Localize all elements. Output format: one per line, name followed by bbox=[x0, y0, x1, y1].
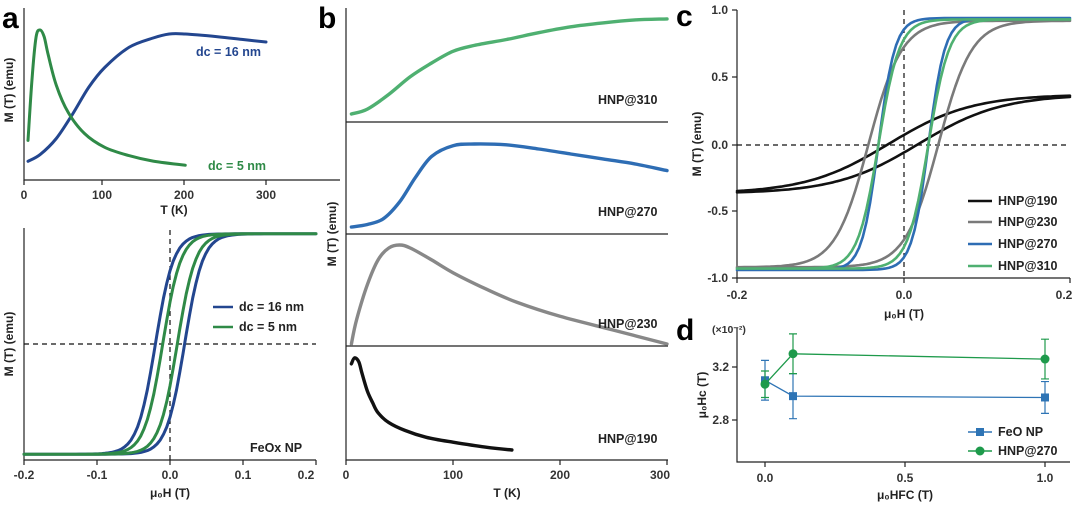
b-xtick-label: 100 bbox=[443, 468, 463, 482]
c-ytick-label: 1.0 bbox=[711, 3, 728, 17]
d-data-point bbox=[789, 392, 797, 401]
a-bot-xlabel: μ₀H (T) bbox=[150, 486, 190, 500]
b-label-hnp190: HNP@190 bbox=[598, 432, 657, 446]
c-ytick-label: 0.0 bbox=[711, 138, 728, 152]
c-legend-hnp230: HNP@230 bbox=[998, 215, 1057, 229]
panel-a-letter: a bbox=[2, 2, 19, 35]
d-legend-marker-hnp bbox=[975, 446, 985, 456]
a-top-ylabel: M (T) (emu) bbox=[2, 58, 16, 123]
a-bot-xtick-label: 0.1 bbox=[235, 468, 252, 482]
series-line-b-hnp310 bbox=[349, 17, 669, 116]
d-xtick-label: 1.0 bbox=[1037, 471, 1054, 485]
b-label-hnp310: HNP@310 bbox=[598, 93, 657, 107]
panel-b: 0 100 200 300 T (K) M (T) (emu) HNP@310 … bbox=[325, 8, 670, 500]
a-top-xtick-label: 200 bbox=[174, 188, 194, 202]
a-top-xlabel: T (K) bbox=[160, 203, 187, 217]
series-loop-c-hnp310 bbox=[735, 18, 1072, 270]
panel-a-top: 0 100 200 300 T (K) M (T) (emu) dc = 16 … bbox=[2, 8, 340, 217]
c-xlabel: μ₀H (T) bbox=[884, 307, 924, 321]
b-label-hnp270: HNP@270 bbox=[598, 205, 657, 219]
d-data-point bbox=[1041, 393, 1049, 402]
b-xtick-label: 200 bbox=[550, 468, 570, 482]
c-legend-hnp310: HNP@310 bbox=[998, 259, 1057, 273]
d-ytick-label: 3.2 bbox=[712, 360, 729, 374]
d-data-point bbox=[1040, 354, 1050, 364]
a-bot-legend-16nm: dc = 16 nm bbox=[239, 300, 304, 314]
series-loop-c-hnp190 bbox=[735, 94, 1072, 194]
d-series-line-feo-np bbox=[764, 379, 1046, 399]
d-data-point bbox=[760, 379, 770, 389]
a-bot-xtick-label: 0.2 bbox=[298, 468, 315, 482]
b-xlabel: T (K) bbox=[493, 486, 520, 500]
d-plot-area bbox=[760, 333, 1050, 420]
a-top-label-16nm: dc = 16 nm bbox=[196, 45, 261, 59]
panel-c-letter: c bbox=[676, 0, 693, 33]
a-top-xtick-label: 300 bbox=[256, 188, 276, 202]
a-bot-legend-5nm: dc = 5 nm bbox=[239, 320, 297, 334]
c-ytick-label: -0.5 bbox=[707, 204, 728, 218]
c-ytick-label: -1.0 bbox=[707, 271, 728, 285]
d-ytick-label: 2.8 bbox=[712, 413, 729, 427]
panel-b-letter: b bbox=[318, 2, 336, 35]
d-legend-hnp270: HNP@270 bbox=[998, 444, 1057, 458]
c-legend-hnp190: HNP@190 bbox=[998, 194, 1057, 208]
panel-c: 1.0 0.5 0.0 -0.5 -1.0 -0.2 0.0 0.2 μ₀H (… bbox=[690, 3, 1073, 321]
b-ylabel: M (T) (emu) bbox=[325, 202, 339, 267]
b-label-hnp230: HNP@230 bbox=[598, 317, 657, 331]
a-bot-ylabel: M (T) (emu) bbox=[2, 312, 16, 377]
c-xtick-label: 0.2 bbox=[1056, 288, 1073, 302]
b-xtick-label: 0 bbox=[343, 468, 350, 482]
a-bot-sample-label: FeOx NP bbox=[250, 441, 302, 455]
d-legend-marker-feo bbox=[976, 428, 984, 436]
series-line-a-top-16nm bbox=[26, 32, 268, 163]
series-line-b-hnp230 bbox=[349, 243, 669, 346]
d-scale-label: (×10⁻²) bbox=[712, 324, 746, 336]
d-data-point bbox=[788, 349, 798, 359]
a-top-label-5nm: dc = 5 nm bbox=[208, 159, 266, 173]
panel-a-bottom: -0.2 -0.1 0.0 0.1 0.2 μ₀H (T) M (T) (emu… bbox=[2, 228, 318, 500]
series-line-b-hnp270 bbox=[349, 142, 669, 229]
a-bot-xtick-label: -0.1 bbox=[87, 468, 108, 482]
series-loop-c-hnp230 bbox=[735, 19, 1072, 269]
a-bot-xtick-label: -0.2 bbox=[14, 468, 35, 482]
panel-d: (×10⁻²) 3.2 2.8 0.0 0.5 1.0 μ₀HFC (T) μ₀… bbox=[695, 324, 1070, 502]
d-legend-feo-np: FeO NP bbox=[998, 425, 1043, 439]
d-xtick-label: 0.0 bbox=[757, 471, 774, 485]
a-bot-xtick-label: 0.0 bbox=[162, 468, 179, 482]
d-xtick-label: 0.5 bbox=[897, 471, 914, 485]
series-loop-c-hnp270 bbox=[735, 16, 1072, 272]
c-xtick-label: 0.0 bbox=[896, 288, 913, 302]
d-ylabel: μ₀Hc (T) bbox=[695, 372, 709, 419]
a-top-xtick-label: 0 bbox=[21, 188, 28, 202]
d-xlabel: μ₀HFC (T) bbox=[877, 488, 933, 502]
series-line-a-top-5nm bbox=[26, 28, 187, 167]
b-xtick-label: 300 bbox=[650, 468, 670, 482]
c-legend-hnp270: HNP@270 bbox=[998, 237, 1057, 251]
panel-d-axes bbox=[736, 328, 1070, 463]
c-xtick-label: -0.2 bbox=[727, 288, 748, 302]
a-top-xtick-label: 100 bbox=[92, 188, 112, 202]
c-ytick-label: 0.5 bbox=[711, 70, 728, 84]
d-series-line-hnp270 bbox=[764, 353, 1046, 385]
c-ylabel: M (T) (emu) bbox=[690, 112, 704, 177]
panel-d-letter: d bbox=[676, 314, 694, 347]
series-line-b-hnp190 bbox=[349, 356, 514, 452]
series-loop-a-bottom-5nm bbox=[22, 232, 318, 456]
